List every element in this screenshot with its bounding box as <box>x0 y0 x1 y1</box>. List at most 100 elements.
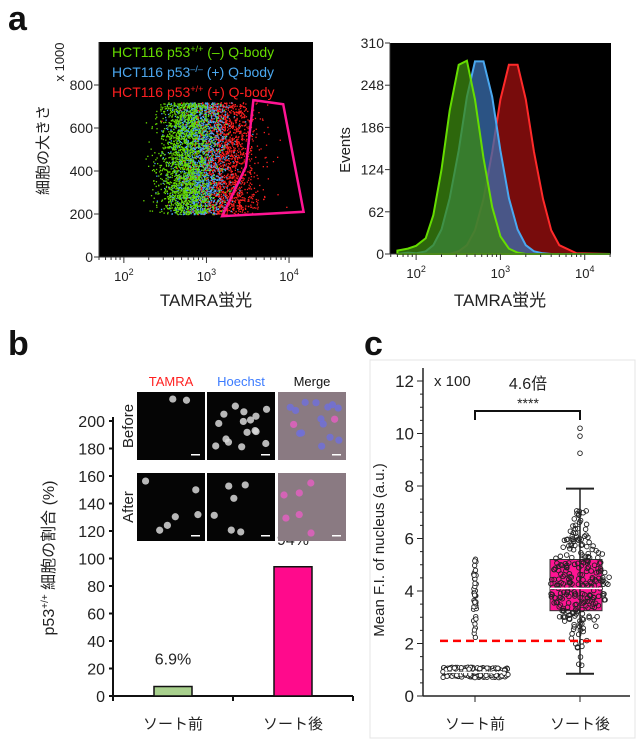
scatter-point <box>176 172 178 174</box>
scatter-point <box>203 158 205 160</box>
scatter-point <box>175 108 177 110</box>
scatter-point <box>203 121 205 123</box>
scatter-point <box>191 117 193 119</box>
scatter-point <box>184 160 187 162</box>
scatter-point <box>174 192 176 194</box>
scatter-point <box>190 141 192 144</box>
scatter-point <box>171 153 173 155</box>
scatter-point <box>205 102 208 104</box>
scatter-point <box>236 144 238 146</box>
scatter-point <box>184 114 186 116</box>
scatter-point <box>215 148 218 150</box>
scatter-point <box>192 189 194 191</box>
scatter-point <box>186 200 188 202</box>
scatter-point <box>215 203 218 205</box>
scatter-point <box>221 142 223 145</box>
scatter-point <box>185 197 188 200</box>
scatter-point <box>171 199 174 201</box>
scatter-point <box>256 204 258 206</box>
scatter-point <box>199 103 201 105</box>
scatter-point <box>178 132 180 134</box>
scatter-point <box>237 171 239 173</box>
scatter-point <box>220 104 222 106</box>
scatter-point <box>230 177 232 179</box>
scatter-point <box>161 130 163 132</box>
scatter-point <box>193 188 195 190</box>
scatter-point <box>185 212 188 215</box>
scatter-point <box>209 146 211 148</box>
scatter-point <box>187 136 189 138</box>
scatter-point <box>190 124 192 127</box>
scatter-point <box>205 103 207 105</box>
scatter-point <box>198 212 201 214</box>
scatter-point <box>210 119 213 121</box>
scatter-point <box>169 125 171 127</box>
scatter-point <box>206 163 209 165</box>
scatter-point <box>204 177 206 180</box>
scatter-point <box>194 162 196 164</box>
scatter-point <box>251 183 253 186</box>
scatter-point <box>240 186 243 188</box>
scatter-point <box>203 211 205 213</box>
scatter-point <box>226 123 228 125</box>
scatter-point <box>192 129 194 132</box>
scatter-point <box>229 127 231 130</box>
scatter-point <box>200 103 202 105</box>
scatter-point <box>216 157 218 159</box>
scatter-point <box>192 194 194 197</box>
scatter-point <box>204 178 206 181</box>
scatter-point <box>170 168 172 170</box>
scatter-point <box>219 172 221 174</box>
scatter-point <box>216 150 218 152</box>
scatter-point <box>205 177 208 179</box>
scatter-point <box>177 188 179 190</box>
scatter-point <box>187 137 189 139</box>
scatter-point <box>210 188 212 190</box>
scatter-point <box>192 181 194 183</box>
scatter-point <box>244 148 246 150</box>
scatter-point <box>208 110 210 112</box>
scatter-point <box>221 138 224 140</box>
scatter-point <box>216 185 218 187</box>
scatter-point <box>179 184 181 186</box>
scatter-point <box>165 157 167 160</box>
scatter-point <box>173 142 175 145</box>
scatter-point <box>230 134 233 136</box>
scatter-point <box>259 184 261 187</box>
scatter-point <box>202 122 204 124</box>
scatter-point <box>198 105 200 107</box>
scatter-point <box>218 159 220 161</box>
scatter-point <box>220 108 222 110</box>
scatter-point <box>172 109 174 111</box>
scatter-point <box>183 135 185 137</box>
scatter-point <box>248 205 250 208</box>
scatter-point <box>190 162 193 164</box>
scatter-point <box>177 190 179 192</box>
scatter-point <box>183 191 185 193</box>
scatter-point <box>174 131 176 134</box>
scatter-point <box>238 136 240 138</box>
scatter-point <box>169 176 171 179</box>
scatter-point <box>237 138 239 140</box>
scatter-point <box>193 212 195 214</box>
scatter-point <box>219 200 221 202</box>
scatter-point <box>195 124 198 126</box>
scatter-point <box>167 113 170 116</box>
scatter-point <box>188 174 190 176</box>
scatter-point <box>219 104 221 106</box>
scatter-point <box>167 128 169 131</box>
scatter-point <box>178 135 181 137</box>
scatter-point <box>212 120 214 122</box>
scatter-point <box>214 206 216 208</box>
scatter-point <box>194 193 196 195</box>
scatter-point <box>247 171 249 173</box>
scatter-point <box>233 207 235 209</box>
scatter-point <box>218 123 220 125</box>
scatter-point <box>210 192 212 194</box>
scatter-point <box>187 208 189 210</box>
scatter-point <box>209 186 211 188</box>
scatter-point <box>177 152 180 154</box>
scatter-point <box>190 205 192 207</box>
scatter-point <box>214 170 216 172</box>
scatter-point <box>177 125 179 128</box>
